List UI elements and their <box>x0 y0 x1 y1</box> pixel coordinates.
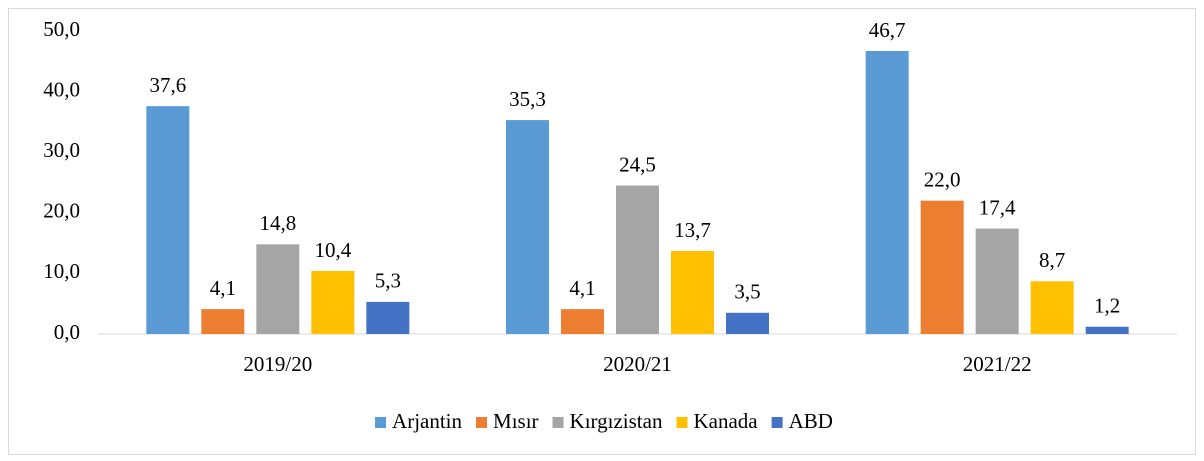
data-label: 22,0 <box>924 167 961 191</box>
bar <box>146 106 190 334</box>
bar <box>975 228 1019 334</box>
y-tick-label: 0,0 <box>54 320 80 344</box>
x-tick-label: 2020/21 <box>603 352 672 376</box>
y-tick-label: 50,0 <box>43 17 80 41</box>
data-label: 1,2 <box>1094 294 1120 318</box>
legend-swatch <box>771 417 783 428</box>
bar <box>201 309 245 334</box>
y-tick-label: 10,0 <box>43 259 80 283</box>
legend-swatch <box>375 417 387 428</box>
data-label: 14,8 <box>259 211 296 235</box>
data-label: 37,6 <box>149 73 186 97</box>
bar <box>256 244 300 334</box>
legend-label: ABD <box>789 409 833 433</box>
bar <box>366 301 410 334</box>
x-tick-label: 2019/20 <box>243 352 312 376</box>
bar <box>311 270 355 334</box>
y-tick-label: 30,0 <box>43 138 80 162</box>
legend-label: Kanada <box>693 409 758 433</box>
bar <box>616 185 659 334</box>
y-tick-label: 20,0 <box>43 199 80 223</box>
bar <box>1085 326 1129 334</box>
bar <box>506 120 549 334</box>
legend-swatch <box>676 417 688 428</box>
bar <box>1030 281 1074 334</box>
bar <box>726 312 769 334</box>
legend-label: Kırgızistan <box>570 409 663 433</box>
bar <box>561 309 604 334</box>
data-label: 35,3 <box>509 87 546 111</box>
data-label: 4,1 <box>210 276 236 300</box>
data-label: 10,4 <box>314 238 351 262</box>
data-label: 8,7 <box>1039 248 1065 272</box>
data-label: 13,7 <box>674 218 711 242</box>
data-label: 4,1 <box>569 276 595 300</box>
y-tick-label: 40,0 <box>43 77 80 101</box>
data-label: 17,4 <box>979 195 1016 219</box>
legend-label: Mısır <box>493 409 539 433</box>
legend-swatch <box>552 417 564 428</box>
data-label: 24,5 <box>619 152 656 176</box>
legend-label: Arjantin <box>392 409 462 433</box>
data-label: 5,3 <box>375 269 401 293</box>
legend-swatch <box>476 417 488 428</box>
x-tick-label: 2021/22 <box>963 352 1032 376</box>
bar <box>865 50 909 335</box>
bar <box>671 250 714 334</box>
bar <box>920 200 964 334</box>
data-label: 46,7 <box>869 18 906 42</box>
data-label: 3,5 <box>734 280 760 304</box>
